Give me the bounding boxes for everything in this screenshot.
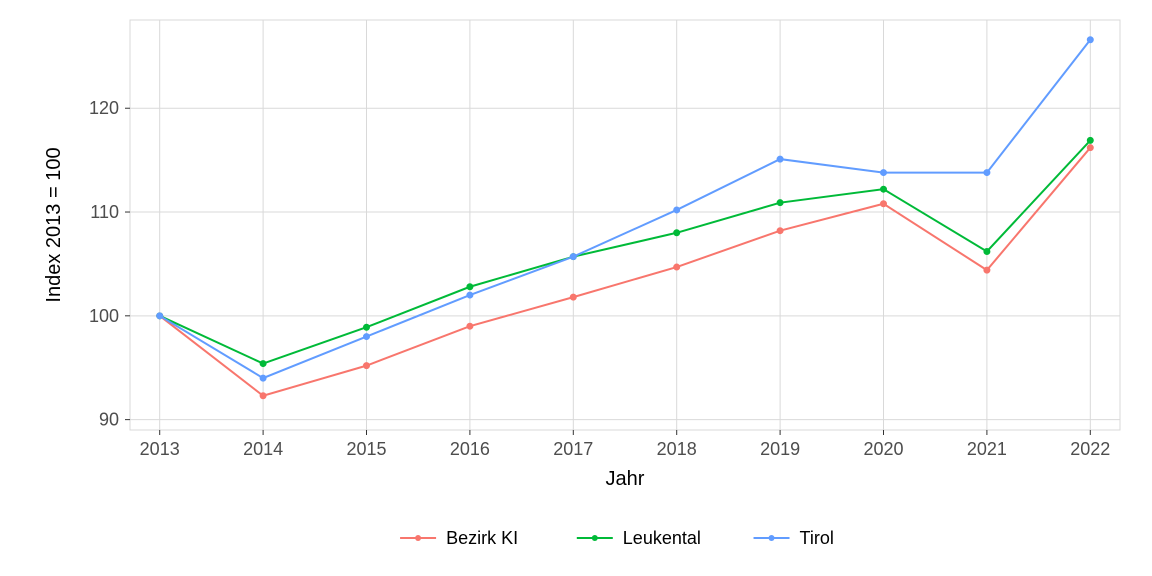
series-point: [260, 393, 266, 399]
x-tick-label: 2022: [1070, 439, 1110, 459]
legend: Bezirk KI Leukental Tirol: [400, 528, 834, 548]
series-point: [364, 363, 370, 369]
x-axis: 2013 2014 2015 2016 2017 2018 2019 2020 2021 2022: [140, 430, 1111, 459]
series-point: [364, 324, 370, 330]
series-point: [1087, 145, 1093, 151]
line-chart: 2013 2014 2015 2016 2017 2018 2019 2020 2021 2022…: [0, 0, 1152, 576]
series-point: [881, 170, 887, 176]
series-point: [260, 375, 266, 381]
series-point: [674, 207, 680, 213]
series-point: [674, 230, 680, 236]
series-point: [570, 294, 576, 300]
x-tick-label: 2016: [450, 439, 490, 459]
x-tick-label: 2014: [243, 439, 283, 459]
series-point: [777, 200, 783, 206]
x-tick-label: 2019: [760, 439, 800, 459]
y-tick-label: 120: [89, 98, 119, 118]
series-point: [674, 264, 680, 270]
legend-label: Tirol: [800, 528, 834, 548]
legend-item: Bezirk KI: [400, 528, 518, 548]
x-tick-label: 2018: [657, 439, 697, 459]
series-point: [467, 284, 473, 290]
y-tick-label: 90: [99, 410, 119, 430]
x-tick-label: 2020: [863, 439, 903, 459]
series-point: [1087, 137, 1093, 143]
series-point: [364, 334, 370, 340]
y-axis: 90 100 110 120: [89, 98, 130, 429]
legend-label: Leukental: [623, 528, 701, 548]
x-tick-label: 2015: [346, 439, 386, 459]
series-point: [984, 267, 990, 273]
x-tick-label: 2017: [553, 439, 593, 459]
x-tick-label: 2013: [140, 439, 180, 459]
series-point: [467, 292, 473, 298]
series-point: [1087, 37, 1093, 43]
series-point: [777, 156, 783, 162]
y-tick-label: 100: [89, 306, 119, 326]
series-point: [260, 361, 266, 367]
series-point: [984, 170, 990, 176]
x-tick-label: 2021: [967, 439, 1007, 459]
legend-label: Bezirk KI: [446, 528, 518, 548]
chart-container: 2013 2014 2015 2016 2017 2018 2019 2020 2021 2022…: [0, 0, 1152, 576]
series-point: [570, 254, 576, 260]
legend-item: Tirol: [754, 528, 834, 548]
y-tick-label: 110: [90, 202, 119, 222]
y-axis-title: Index 2013 = 100: [43, 147, 65, 302]
series-point: [984, 248, 990, 254]
x-axis-title: Jahr: [606, 468, 645, 490]
series-point: [881, 186, 887, 192]
series-point: [157, 313, 163, 319]
legend-item: Leukental: [577, 528, 701, 548]
series-point: [777, 228, 783, 234]
series-point: [467, 323, 473, 329]
series-point: [881, 201, 887, 207]
